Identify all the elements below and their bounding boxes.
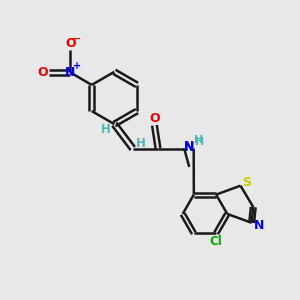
Text: +: +	[73, 61, 81, 71]
Text: N: N	[254, 219, 264, 232]
Text: N: N	[65, 66, 76, 79]
Text: H: H	[194, 135, 204, 145]
Text: −: −	[72, 34, 82, 44]
Text: O: O	[65, 37, 76, 50]
Text: N: N	[184, 140, 194, 153]
Text: S: S	[242, 176, 251, 189]
Text: H: H	[136, 137, 146, 150]
Text: N: N	[184, 140, 194, 154]
Text: O: O	[149, 112, 160, 125]
Text: H: H	[101, 123, 111, 136]
Text: Cl: Cl	[210, 235, 223, 248]
Text: H: H	[195, 137, 204, 147]
Text: O: O	[37, 66, 48, 79]
